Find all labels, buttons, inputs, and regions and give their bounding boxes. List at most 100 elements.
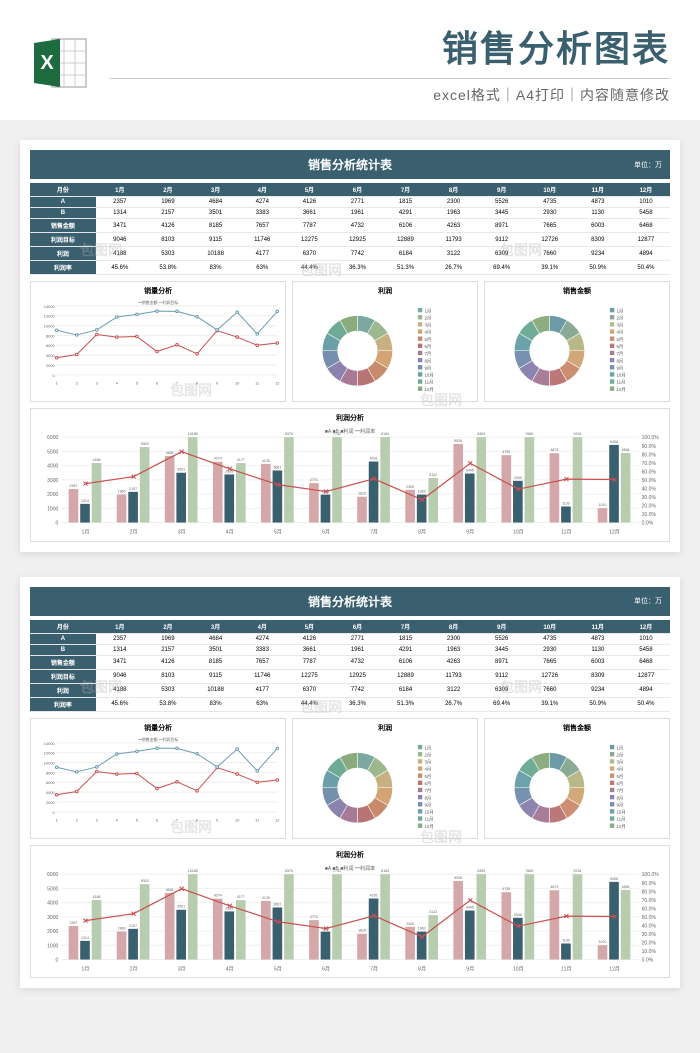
table-cell: 4274 bbox=[239, 197, 285, 208]
table-cell: 7657 bbox=[239, 655, 285, 669]
table-cell: 11746 bbox=[239, 669, 285, 683]
table-cell: 26.7% bbox=[430, 697, 478, 711]
donut-chart-title: 销售金额 bbox=[489, 723, 665, 733]
svg-text:4126: 4126 bbox=[262, 459, 270, 463]
svg-text:8月: 8月 bbox=[418, 530, 426, 536]
svg-text:6309: 6309 bbox=[477, 869, 485, 873]
svg-text:3月: 3月 bbox=[617, 759, 624, 765]
svg-text:60.0%: 60.0% bbox=[642, 906, 657, 912]
table-cell: 1963 bbox=[430, 644, 478, 655]
svg-text:1969: 1969 bbox=[118, 926, 126, 930]
table-header-cell: 2月 bbox=[144, 620, 192, 634]
svg-text:80.0%: 80.0% bbox=[642, 889, 657, 895]
table-cell: 6370 bbox=[285, 683, 333, 697]
table-cell: 6468 bbox=[622, 655, 670, 669]
svg-text:8月: 8月 bbox=[617, 795, 624, 801]
svg-text:5526: 5526 bbox=[454, 439, 462, 443]
svg-text:9月: 9月 bbox=[425, 365, 432, 371]
table-cell: 3383 bbox=[239, 644, 285, 655]
svg-text:20.0%: 20.0% bbox=[642, 503, 657, 509]
svg-text:10000: 10000 bbox=[44, 760, 56, 765]
line-chart-title: 销量分析 bbox=[35, 286, 281, 296]
table-cell: 1961 bbox=[333, 208, 381, 219]
table-cell: 1815 bbox=[381, 633, 429, 644]
svg-text:12000: 12000 bbox=[44, 750, 56, 755]
table-cell: 6309 bbox=[478, 683, 526, 697]
svg-text:7742: 7742 bbox=[333, 432, 341, 436]
svg-text:4735: 4735 bbox=[502, 887, 510, 891]
table-cell: 12925 bbox=[333, 669, 381, 683]
svg-text:10月: 10月 bbox=[617, 373, 626, 379]
svg-text:4月: 4月 bbox=[617, 766, 624, 772]
table-cell: 2930 bbox=[526, 644, 574, 655]
svg-text:8000: 8000 bbox=[46, 770, 56, 775]
svg-text:X: X bbox=[40, 52, 54, 74]
table-header-cell: 9月 bbox=[478, 183, 526, 197]
table-cell: 12726 bbox=[526, 233, 574, 247]
svg-text:7: 7 bbox=[176, 381, 178, 386]
svg-text:11月: 11月 bbox=[617, 380, 626, 386]
svg-text:10月: 10月 bbox=[425, 373, 434, 379]
table-cell: 4684 bbox=[192, 633, 239, 644]
table-cell: 8309 bbox=[574, 233, 622, 247]
table-row: A235719694684427441262771181523005526473… bbox=[30, 633, 670, 644]
table-cell: 5526 bbox=[478, 197, 526, 208]
svg-text:5: 5 bbox=[136, 381, 139, 386]
table-cell: 69.4% bbox=[478, 261, 526, 275]
donut-chart-box: 利润1月2月3月4月5月6月7月8月9月10月11月12月 bbox=[292, 718, 478, 839]
svg-text:4月: 4月 bbox=[226, 530, 234, 536]
table-cell: 1130 bbox=[574, 208, 622, 219]
table-row: 销售金额347141268185765777874732610642638971… bbox=[30, 219, 670, 233]
svg-text:10月: 10月 bbox=[513, 530, 524, 536]
donut-chart-svg: 1月2月3月4月5月6月7月8月9月10月11月12月 bbox=[489, 735, 665, 834]
table-header-cell: 3月 bbox=[192, 620, 239, 634]
table-row: 销售金额347141268185765777874732610642638971… bbox=[30, 655, 670, 669]
svg-text:5000: 5000 bbox=[47, 449, 58, 455]
svg-text:9月: 9月 bbox=[617, 365, 624, 371]
svg-text:14000: 14000 bbox=[44, 741, 56, 746]
data-table: 月份1月2月3月4月5月6月7月8月9月10月11月12月A2357196946… bbox=[30, 620, 670, 712]
svg-text:4188: 4188 bbox=[93, 458, 101, 462]
svg-text:1: 1 bbox=[56, 381, 58, 386]
table-cell: 6184 bbox=[381, 683, 429, 697]
table-cell: 9115 bbox=[192, 669, 239, 683]
svg-text:4177: 4177 bbox=[237, 895, 245, 899]
svg-text:5月: 5月 bbox=[274, 530, 282, 536]
table-cell: 利润率 bbox=[30, 261, 96, 275]
donut-chart-svg: 1月2月3月4月5月6月7月8月9月10月11月12月 bbox=[297, 298, 473, 397]
table-cell: 7742 bbox=[333, 247, 381, 261]
table-cell: 3501 bbox=[192, 208, 239, 219]
table-cell: 6468 bbox=[622, 219, 670, 233]
table-cell: 45.6% bbox=[96, 261, 144, 275]
svg-text:10.0%: 10.0% bbox=[642, 512, 657, 518]
svg-text:12月: 12月 bbox=[609, 530, 620, 536]
svg-text:4月: 4月 bbox=[617, 330, 624, 336]
svg-text:3501: 3501 bbox=[177, 904, 185, 908]
svg-text:100.0%: 100.0% bbox=[642, 435, 660, 441]
svg-text:4177: 4177 bbox=[237, 458, 245, 462]
svg-text:4: 4 bbox=[116, 381, 119, 386]
table-cell: 6370 bbox=[285, 247, 333, 261]
svg-text:4291: 4291 bbox=[370, 893, 378, 897]
svg-text:40.0%: 40.0% bbox=[642, 486, 657, 492]
svg-text:12000: 12000 bbox=[44, 314, 56, 319]
table-cell: 1961 bbox=[333, 644, 381, 655]
table-cell: 51.3% bbox=[381, 697, 429, 711]
svg-text:━销售金额 ━利润目标: ━销售金额 ━利润目标 bbox=[138, 300, 178, 305]
svg-text:6: 6 bbox=[156, 381, 159, 386]
svg-text:4684: 4684 bbox=[166, 451, 174, 455]
svg-text:6月: 6月 bbox=[425, 781, 432, 787]
table-cell: 3501 bbox=[192, 644, 239, 655]
svg-text:4291: 4291 bbox=[370, 456, 378, 460]
table-cell: 2157 bbox=[144, 208, 192, 219]
table-cell: 4274 bbox=[239, 633, 285, 644]
svg-text:3月: 3月 bbox=[617, 323, 624, 329]
svg-text:90.0%: 90.0% bbox=[642, 444, 657, 450]
svg-text:5: 5 bbox=[136, 817, 139, 822]
svg-text:3月: 3月 bbox=[178, 966, 186, 972]
donut-chart-title: 利润 bbox=[297, 723, 473, 733]
svg-text:2: 2 bbox=[76, 817, 78, 822]
line-chart-box: 销量分析020004000600080001000012000140001234… bbox=[30, 718, 286, 839]
svg-text:4000: 4000 bbox=[46, 790, 56, 795]
table-cell: 6003 bbox=[574, 219, 622, 233]
